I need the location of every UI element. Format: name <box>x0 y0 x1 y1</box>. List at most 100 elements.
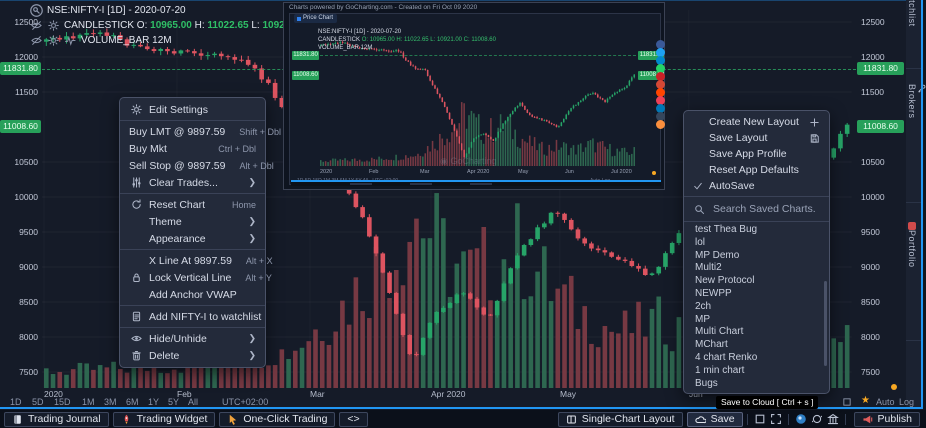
saved-chart-item[interactable]: lol <box>695 236 706 248</box>
saved-chart-item[interactable]: Multi2 <box>695 262 722 274</box>
range-1M[interactable]: 1M <box>82 397 95 407</box>
publish-button[interactable]: Publish <box>853 411 920 427</box>
menu-item-lock-vertical-line[interactable]: Lock Vertical Line Alt + Y <box>120 269 272 286</box>
menu-item-clear-trades[interactable]: Clear Trades... ❯ <box>120 174 265 191</box>
share-reddit-icon[interactable] <box>656 88 665 97</box>
share-whatsapp-icon[interactable] <box>656 64 665 73</box>
menu-item-delete[interactable]: Delete ❯ <box>120 347 265 364</box>
mini-time-tick: Feb <box>369 169 379 175</box>
sidebar-tab-watchlist[interactable]: Watchlist <box>907 0 917 27</box>
zoom-search-icon[interactable] <box>30 4 43 17</box>
menu-item-reset-chart[interactable]: Reset Chart Home <box>120 196 265 213</box>
price-tag-right: 11831.80 <box>857 62 904 76</box>
sidebar-tab-label: Watchlist <box>907 0 917 27</box>
timezone-button[interactable]: UTC+02:00 <box>222 397 269 407</box>
saved-chart-item[interactable]: New Protocol <box>695 275 755 287</box>
share-twitter-icon[interactable] <box>656 48 665 57</box>
volume-settings-icon[interactable] <box>47 35 60 46</box>
share-pocket-icon[interactable] <box>656 96 665 105</box>
menu-item-x-line-at-9897-59[interactable]: X Line At 9897.59 Alt + X <box>120 252 273 269</box>
frame-button[interactable] <box>752 412 768 427</box>
scrollbar-thumb[interactable] <box>824 281 827 366</box>
fullscreen-button[interactable] <box>768 412 784 427</box>
save-button[interactable]: Save <box>686 411 743 427</box>
cloud-icon <box>694 414 706 425</box>
layout-menu-label: Save App Profile <box>709 148 787 160</box>
layout-menu-create-new-layout[interactable]: Create New Layout <box>684 114 829 130</box>
price-tick: 9000 <box>861 262 880 272</box>
bottom--[interactable]: <> <box>339 411 368 427</box>
menu-item-buy-mkt[interactable]: Buy Mkt Ctrl + Dbl <box>120 140 265 157</box>
saved-chart-item[interactable]: 4 chart Renko <box>695 351 758 363</box>
layout-menu-autosave[interactable]: AutoSave <box>684 178 829 194</box>
share-linkedin-icon[interactable] <box>656 104 665 113</box>
sync-button[interactable] <box>809 412 825 427</box>
sidebar-tab-portfolio[interactable]: Portfolio <box>907 222 917 268</box>
rocket-icon <box>121 414 132 425</box>
bottom-trading-widget[interactable]: Trading Widget <box>112 411 216 427</box>
auto-scale-toggle[interactable]: Auto <box>876 397 895 407</box>
log-scale-toggle[interactable]: Log <box>899 397 915 407</box>
menu-item-add-anchor-vwap[interactable]: Add Anchor VWAP <box>120 286 265 303</box>
mini-price-tag: 11008.60 <box>638 70 665 80</box>
saved-chart-item[interactable]: MChart <box>695 339 728 351</box>
range-1D[interactable]: 1D <box>10 397 22 407</box>
shortcut-label: Ctrl + Dbl <box>218 143 256 154</box>
share-tumblr-icon[interactable] <box>656 112 665 121</box>
range-All[interactable]: All <box>188 397 199 407</box>
mini-live-dot <box>652 171 656 175</box>
price-tick: 10500 <box>14 157 38 167</box>
menu-item-appearance[interactable]: Appearance ❯ <box>120 230 265 247</box>
mini-time-tick: Jul 2020 <box>611 169 632 175</box>
sidebar-tab-label: Portfolio <box>907 230 917 268</box>
share-google-plus-icon[interactable] <box>656 80 665 89</box>
share-blogger-icon[interactable] <box>656 120 665 129</box>
sidebar-tab-brokers[interactable]: Brokers <box>907 84 926 119</box>
price-chart-tab: Price Chart <box>294 14 338 23</box>
layout-menu-save-layout[interactable]: Save Layout <box>684 130 829 146</box>
saved-chart-item[interactable]: MP Demo <box>695 249 740 261</box>
menu-item-buy-lmt-9897-59[interactable]: Buy LMT @ 9897.59 Shift + Dbl <box>120 123 281 140</box>
saved-chart-item[interactable]: MP <box>695 313 710 325</box>
saved-chart-item[interactable]: test Thea Bug <box>695 224 758 235</box>
screenshot-button[interactable] <box>793 412 809 427</box>
study-settings-icon[interactable] <box>47 20 60 31</box>
range-6M[interactable]: 6M <box>126 397 139 407</box>
save-tooltip: Save to Cloud [ Ctrl + s ] <box>716 396 819 409</box>
grid-settings-icon[interactable] <box>842 397 852 407</box>
saved-chart-item[interactable]: NEWPP <box>695 287 732 299</box>
hide-volume-icon[interactable] <box>30 35 43 46</box>
menu-item-hide-unhide[interactable]: Hide/Unhide ❯ <box>120 330 265 347</box>
range-5Y[interactable]: 5Y <box>168 397 180 407</box>
hide-study-icon[interactable] <box>30 20 43 31</box>
bottom-one-click-trading[interactable]: One-Click Trading <box>219 411 336 427</box>
volume-study-row: VOLUME_BAR 12M <box>30 33 361 48</box>
saved-chart-item[interactable]: Bugs <box>695 377 718 389</box>
journal-icon <box>12 414 23 425</box>
layout-menu-reset-app-defaults[interactable]: Reset App Defaults <box>684 162 829 178</box>
range-1Y[interactable]: 1Y <box>148 397 160 407</box>
bottom-trading-journal[interactable]: Trading Journal <box>4 411 109 427</box>
range-5D[interactable]: 5D <box>32 397 44 407</box>
layout-menu-save-app-profile[interactable]: Save App Profile <box>684 146 829 162</box>
menu-item-add-nifty-i-to-watchlist[interactable]: Add NIFTY-I to watchlist <box>120 308 265 325</box>
menu-item-theme[interactable]: Theme ❯ <box>120 213 265 230</box>
shortcut-label: Alt + Y <box>245 272 272 283</box>
range-3M[interactable]: 3M <box>104 397 117 407</box>
range-15D[interactable]: 15D <box>54 397 71 407</box>
share-facebook-icon[interactable] <box>656 40 665 49</box>
price-tick: 11500 <box>14 87 38 97</box>
menu-item-edit-settings[interactable]: Edit Settings <box>120 101 265 118</box>
saved-chart-item[interactable]: Multi Chart <box>695 326 744 338</box>
search-saved-charts-input[interactable]: Search Saved Charts. <box>684 199 829 219</box>
price-tick: 9500 <box>19 227 38 237</box>
share-pinterest-icon[interactable] <box>656 72 665 81</box>
exchange-button[interactable] <box>825 412 841 427</box>
single-chart-layout-button[interactable]: Single-Chart Layout <box>557 411 683 427</box>
saved-chart-item[interactable]: 2ch <box>695 300 712 312</box>
favorite-star-icon[interactable]: ★ <box>861 395 870 406</box>
price-tick: 8000 <box>19 332 38 342</box>
menu-item-sell-stop-9897-59[interactable]: Sell Stop @ 9897.59 Alt + Dbl <box>120 157 274 174</box>
saved-chart-item[interactable]: 1 min chart <box>695 364 745 376</box>
share-telegram-icon[interactable] <box>656 56 665 65</box>
